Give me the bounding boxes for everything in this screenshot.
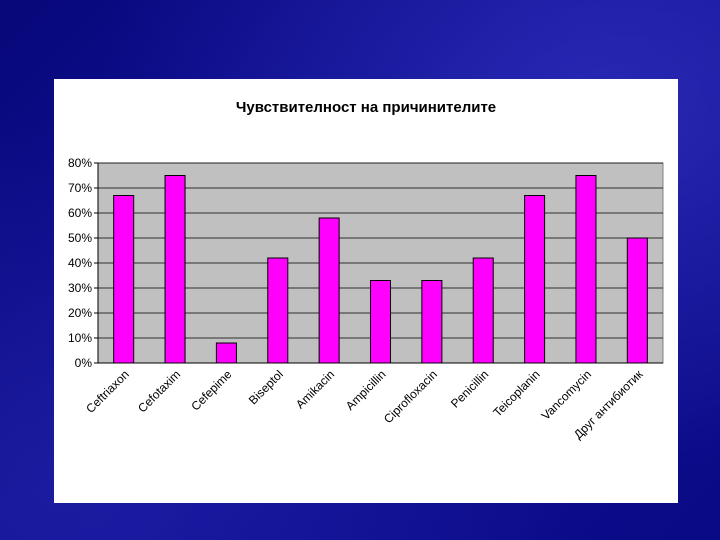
y-tick-label: 20% xyxy=(68,306,92,320)
y-axis-ticks: 0% 10% 20% 30% 40% 50% 60% 70% 80% xyxy=(68,156,98,370)
x-category-label: Ceftriaxon xyxy=(83,367,132,416)
bar xyxy=(267,257,289,364)
x-category-label: Cefotaxim xyxy=(135,367,183,415)
y-tick-label: 0% xyxy=(75,356,93,370)
x-category-label: Ampicillin xyxy=(343,367,389,413)
bars xyxy=(113,175,648,364)
y-tick-label: 70% xyxy=(68,181,92,195)
x-category-label: Cefepime xyxy=(188,367,234,413)
bar xyxy=(626,237,648,364)
x-category-label: Biseptol xyxy=(246,367,286,407)
x-category-label: Vancomycin xyxy=(539,367,594,422)
y-tick-label: 40% xyxy=(68,256,92,270)
bar xyxy=(113,195,135,364)
x-axis-labels: Ceftriaxon Cefotaxim Cefepime Biseptol Amika… xyxy=(83,367,646,442)
bar xyxy=(575,175,597,364)
bar xyxy=(164,175,186,364)
y-tick-label: 30% xyxy=(68,281,92,295)
bar xyxy=(369,280,392,364)
y-tick-label: 80% xyxy=(68,156,92,170)
chart-title: Чувствителност на причинителите xyxy=(236,99,496,116)
bar xyxy=(524,195,546,364)
y-tick-label: 10% xyxy=(68,331,92,345)
y-tick-label: 60% xyxy=(68,206,92,220)
bar xyxy=(472,257,494,364)
y-tick-label: 50% xyxy=(68,231,92,245)
x-category-label: Teicoplanin xyxy=(490,367,542,419)
bar xyxy=(215,342,237,364)
x-category-label: Ciprofloxacin xyxy=(381,367,440,426)
bar xyxy=(421,280,443,364)
bar xyxy=(318,217,340,364)
x-category-label: Amikacin xyxy=(293,367,337,411)
x-category-label: Penicillin xyxy=(448,367,491,410)
